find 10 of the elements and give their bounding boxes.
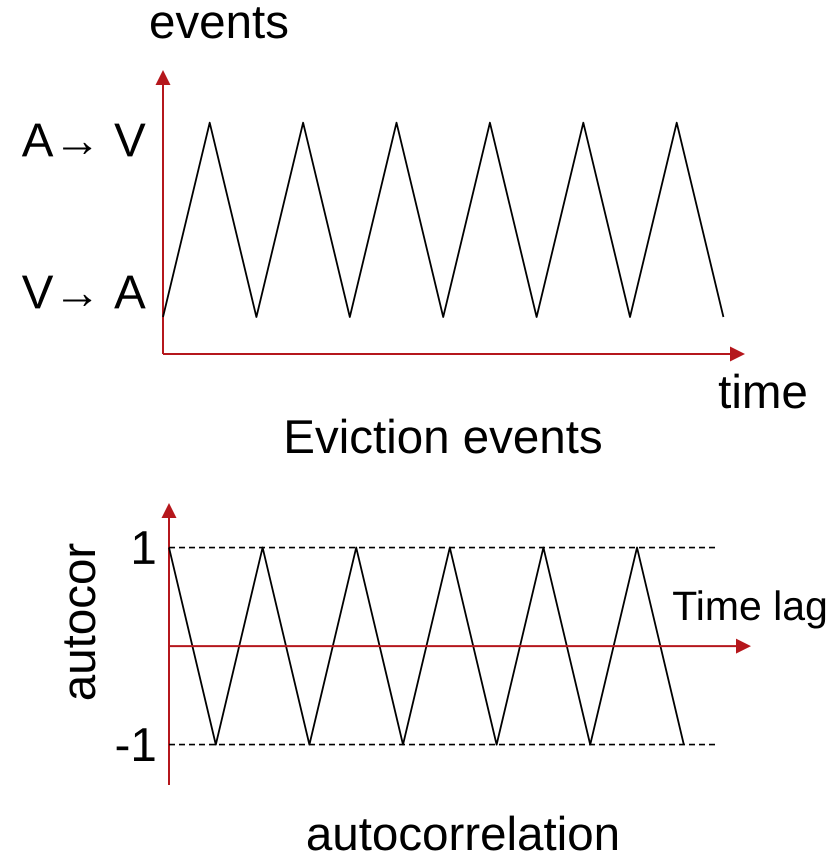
text: Eviction events <box>287 418 601 454</box>
x-axis-title: Time lag <box>673 590 826 629</box>
y-axis-title: autocor <box>64 544 96 700</box>
text: autocorrelation <box>308 816 617 850</box>
text: A→ V <box>22 124 146 156</box>
x-axis-title: time <box>718 374 806 408</box>
text: V→ A <box>22 276 146 308</box>
y-tick-label: 1 <box>134 531 154 564</box>
y-axis-title: events <box>151 7 288 38</box>
y-tick-label: -1 <box>116 728 154 761</box>
